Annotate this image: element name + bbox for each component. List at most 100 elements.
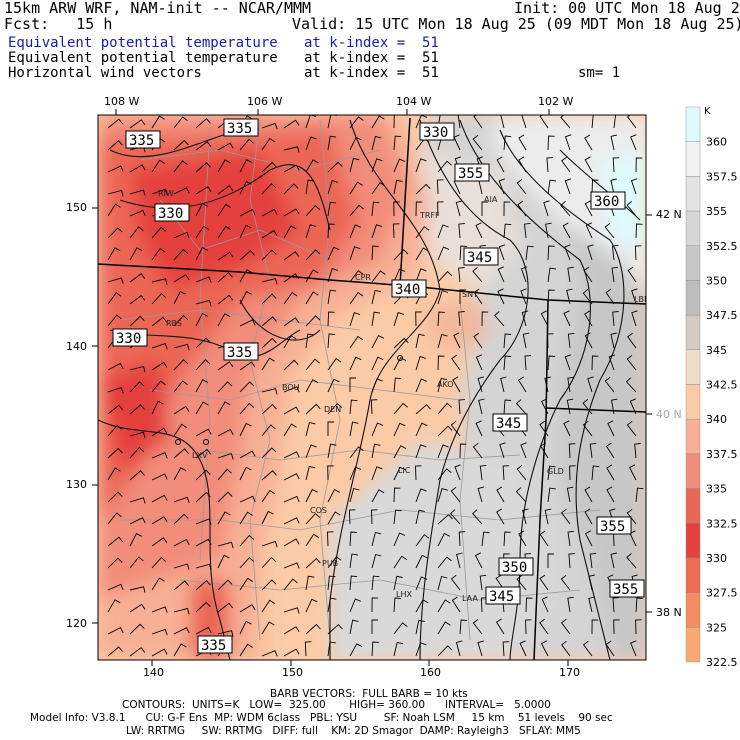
wind-barb: [473, 288, 483, 305]
wind-barb: [415, 509, 425, 525]
wind-barb: [606, 464, 615, 481]
wind-barb: [415, 226, 430, 239]
wind-barb: [107, 491, 123, 503]
wind-barb: [173, 359, 189, 371]
wind-barb: [453, 332, 461, 349]
colorbar-label: 342.5: [706, 379, 738, 392]
wind-barb: [239, 620, 252, 635]
wind-barb: [239, 643, 253, 657]
wind-barb: [195, 580, 211, 591]
wind-barb: [584, 134, 593, 151]
colorbar-swatch: [685, 141, 701, 177]
wind-barb: [327, 556, 342, 569]
wind-barb: [129, 119, 146, 129]
wind-barb: [497, 266, 505, 283]
wind-barb: [129, 470, 145, 481]
wind-barb: [195, 276, 212, 283]
field-2-name: Equivalent potential temperature: [8, 50, 278, 66]
wind-barb: [261, 599, 275, 613]
wind-barb: [349, 553, 358, 569]
wind-barb: [327, 268, 339, 283]
wind-barb: [327, 575, 336, 591]
wind-barb: [261, 293, 277, 305]
wind-barb: [217, 203, 232, 217]
colorbar-swatch: [685, 488, 701, 524]
wind-barb: [393, 445, 407, 459]
wind-barb: [283, 225, 297, 239]
wind-barb: [327, 223, 335, 239]
footer-barb-info: BARB VECTORS: FULL BARB = 10 kts: [270, 688, 468, 700]
wind-barb: [371, 224, 383, 239]
wind-barb: [195, 246, 209, 261]
wind-barb: [261, 122, 278, 130]
wind-barb: [516, 575, 527, 591]
city-pub: PUB: [322, 559, 338, 568]
wind-barb: [591, 115, 600, 129]
wind-barb: [525, 619, 532, 635]
colorbar-swatch: [685, 245, 701, 281]
svg-text:355: 355: [613, 582, 638, 598]
wind-barb: [217, 511, 231, 525]
wind-barb: [458, 399, 465, 415]
contour-label: 345: [485, 586, 521, 605]
wind-barb: [539, 618, 549, 635]
wind-barb: [393, 641, 404, 657]
wind-barb: [129, 497, 146, 504]
contour-label: 330: [112, 328, 148, 347]
wind-barb: [129, 623, 145, 635]
wind-barb: [415, 183, 431, 195]
wind-barb: [305, 488, 318, 503]
wind-barb: [415, 311, 422, 327]
wind-barb: [503, 223, 512, 239]
wind-barb: [458, 311, 465, 327]
wind-barb: [415, 378, 427, 393]
colorbar-swatch: [685, 176, 701, 212]
colorbar-swatch: [685, 210, 701, 246]
wind-barb: [305, 115, 317, 129]
wind-barb: [503, 135, 512, 151]
wind-barb: [327, 180, 339, 195]
wind-barb: [626, 420, 637, 437]
wind-barb: [107, 646, 123, 657]
wind-barb: [540, 398, 549, 415]
wind-barb: [283, 273, 300, 283]
wind-barb: [371, 422, 384, 437]
wind-barb: [371, 115, 385, 129]
wind-barb: [151, 648, 168, 657]
wind-barb: [415, 268, 427, 283]
wind-barb: [561, 640, 571, 657]
contour-label: 355: [454, 163, 490, 182]
wind-barb: [261, 579, 277, 591]
wind-barb: [502, 465, 510, 481]
wind-barb: [349, 598, 361, 613]
wind-barb: [217, 453, 234, 460]
wind-barb: [584, 486, 593, 503]
wind-barb: [129, 647, 146, 657]
wind-barb: [217, 225, 232, 239]
wind-barb: [173, 627, 190, 635]
wind-barb: [479, 464, 487, 481]
colorbar-labels: 360 357.5 355 352.5 350 347.5 345 342.5 340 337.5…: [706, 136, 738, 669]
lon-label-106w: 106 W: [247, 95, 283, 108]
wind-barb: [107, 626, 124, 635]
wind-barb: [239, 361, 256, 371]
wind-barb: [437, 201, 444, 217]
lat-label-38n: 38 N: [656, 606, 682, 619]
wind-barb: [495, 618, 505, 635]
wind-barb: [437, 532, 450, 547]
state-borders: [98, 117, 646, 660]
wind-barb: [393, 487, 401, 503]
wind-barb: [217, 251, 234, 261]
wind-barb: [371, 270, 386, 283]
wind-barb: [540, 442, 549, 459]
wind-barb: [591, 619, 599, 635]
contour-label: 335: [223, 118, 259, 137]
wind-barb: [217, 428, 234, 437]
wind-barb: [173, 248, 189, 261]
wind-barb: [107, 277, 124, 284]
wind-barb: [517, 376, 527, 393]
wind-barb: [129, 404, 145, 415]
wind-barb: [635, 597, 643, 613]
